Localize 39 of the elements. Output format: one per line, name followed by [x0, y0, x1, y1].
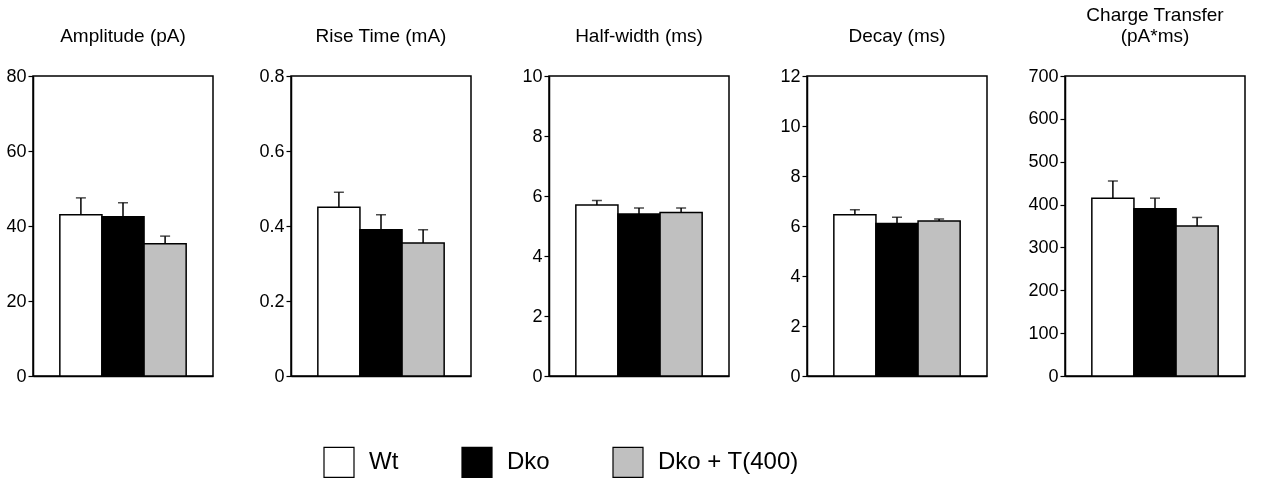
y-tick-label: 0.8 [259, 65, 285, 86]
y-tick-label: 0.6 [259, 140, 285, 161]
y-tick-label: 0 [1048, 365, 1059, 386]
y-tick-label: 0 [274, 365, 285, 386]
y-tick-label: 100 [1028, 322, 1059, 343]
chart-title: Decay (ms) [848, 25, 946, 46]
y-tick-label: 8 [790, 165, 801, 186]
y-tick-label: 0 [790, 365, 801, 386]
y-tick-label: 0.4 [259, 215, 285, 236]
y-tick-label: 400 [1028, 194, 1059, 215]
y-tick-label: 700 [1028, 65, 1059, 86]
y-tick-label: 80 [6, 65, 27, 86]
y-tick-label: 0 [16, 365, 27, 386]
y-tick-label: 12 [780, 65, 801, 86]
y-tick-label: 500 [1028, 151, 1059, 172]
y-tick-label: 10 [780, 115, 801, 136]
y-tick-label: 200 [1028, 279, 1059, 300]
y-tick-label: 0 [532, 365, 543, 386]
y-tick-label: 600 [1028, 108, 1059, 129]
y-tick-label: 40 [6, 215, 27, 236]
y-tick-label: 8 [532, 125, 543, 146]
y-tick-label: 300 [1028, 236, 1059, 257]
chart-title: Amplitude (pA) [60, 25, 186, 46]
y-tick-label: 2 [532, 305, 543, 326]
y-tick-label: 0.2 [259, 290, 285, 311]
legend-label: Wt [369, 447, 399, 475]
y-tick-label: 4 [790, 265, 801, 286]
y-tick-label: 6 [532, 185, 543, 206]
y-tick-label: 20 [6, 290, 27, 311]
chart-title: Half-width (ms) [575, 25, 703, 46]
y-tick-label: 60 [6, 140, 27, 161]
y-tick-label: 4 [532, 245, 543, 266]
y-tick-label: 6 [790, 215, 801, 236]
y-tick-label: 10 [522, 65, 543, 86]
y-tick-label: 2 [790, 315, 801, 336]
legend-label: Dko [507, 447, 550, 475]
legend-label: Dko + T(400) [658, 447, 799, 475]
chart-title: Charge Transfer (pA*ms) [1086, 4, 1225, 46]
chart-title: Rise Time (mA) [315, 25, 447, 46]
